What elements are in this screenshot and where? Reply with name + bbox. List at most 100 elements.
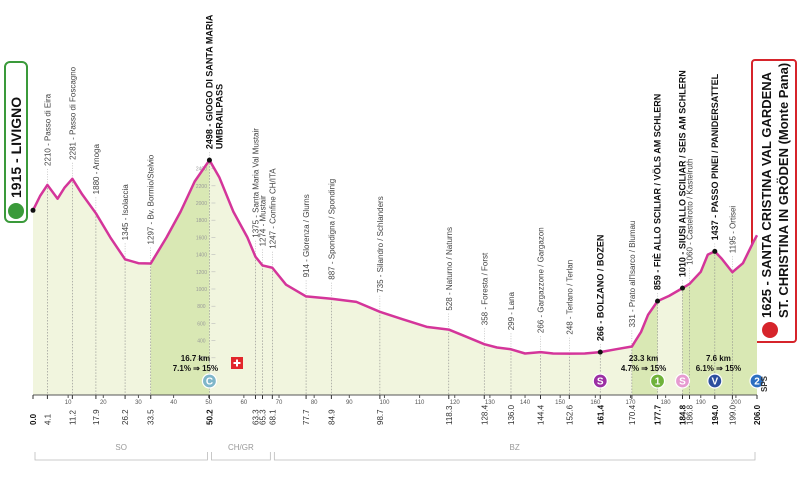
finish-label: 1625 - SANTA CRISTINA VAL GARDENA xyxy=(759,71,774,318)
climb-length: 16.7 km xyxy=(181,354,210,363)
start-dot xyxy=(30,207,36,213)
climb-length: 23.3 km xyxy=(629,354,658,363)
waypoint-label: 1060 - Castelrotto / Kastelruth xyxy=(686,159,695,265)
region-bracket xyxy=(273,452,756,461)
waypoint-label: 1297 - Bv. Bormio/Stelvio xyxy=(147,154,156,244)
waypoint-label: 1274 - Mustair xyxy=(259,195,268,246)
km-label: 184.8 xyxy=(678,404,687,425)
climb-gradient: 7.1% ⇒ 15% xyxy=(173,364,218,373)
km-label: 98.7 xyxy=(376,409,385,425)
x-tick-label: 190 xyxy=(696,400,707,406)
x-tick-label: 80 xyxy=(311,400,318,406)
waypoint-label: 735 - Silandro / Schlanders xyxy=(376,196,385,293)
waypoint-label: 248 - Terlano / Terlan xyxy=(565,260,574,335)
x-tick-label: 60 xyxy=(241,400,248,406)
y-tick-label: 1400 xyxy=(196,253,207,259)
finish-label-2: ST. CHRISTINA IN GRÖDEN (Monte Pana) xyxy=(776,63,791,318)
km-label: 4.1 xyxy=(43,413,52,425)
y-tick-label: 1600 xyxy=(196,235,207,241)
icon-letter: 2 xyxy=(754,377,760,388)
icon-circle xyxy=(201,373,218,389)
x-tick-label: 100 xyxy=(379,400,390,406)
x-tick-label: 20 xyxy=(100,400,107,406)
km-label: 33.5 xyxy=(147,409,156,425)
km-label: 68.1 xyxy=(268,409,277,425)
waypoint-label: 331 - Prato all'Isarco / Blumau xyxy=(628,221,637,328)
x-tick-label: 50 xyxy=(205,400,212,406)
icon-circle xyxy=(674,373,691,389)
finish-code: SPS xyxy=(760,375,769,392)
km-label: 0.0 xyxy=(29,413,38,425)
icon-circle xyxy=(707,373,723,389)
x-tick-label: 90 xyxy=(346,400,353,406)
start-frame xyxy=(4,61,28,223)
waypoint-label: 914 - Glorenza / Glurns xyxy=(302,194,311,277)
region-label: BZ xyxy=(510,443,520,452)
km-label: 186.8 xyxy=(686,404,695,425)
y-tick-label: 800 xyxy=(197,304,206,310)
x-tick-label: 160 xyxy=(590,400,601,406)
km-label: 161.4 xyxy=(596,404,605,425)
waypoint-label: 358 - Foresta / Forst xyxy=(480,252,489,325)
km-label: 206.0 xyxy=(753,404,762,425)
waypoint-dot xyxy=(206,157,212,163)
waypoint-label: 1010 - SIUSI ALLO SCILIAR / SEIS AM SCHL… xyxy=(677,70,687,277)
km-label: 177.7 xyxy=(654,404,663,425)
km-label: 11.2 xyxy=(68,409,77,425)
icon-letter: C xyxy=(206,377,213,388)
x-tick-label: 40 xyxy=(170,400,177,406)
y-tick-label: 2000 xyxy=(196,201,207,207)
icon-letter: S xyxy=(679,377,686,388)
y-tick-label: 200 xyxy=(197,356,206,362)
finish-frame xyxy=(751,59,797,343)
waypoint-dot xyxy=(679,285,685,291)
icon-letter: S xyxy=(597,377,604,388)
x-tick-label: 170 xyxy=(625,400,636,406)
x-tick-label: 150 xyxy=(555,400,566,406)
icon-circle xyxy=(649,373,666,389)
waypoint-label: 1880 - Arnoga xyxy=(92,144,101,195)
waypoint-label: 266 - Gargazzone / Gargazon xyxy=(537,227,546,333)
climb-gradient: 4.7% ⇒ 15% xyxy=(621,364,666,373)
km-label: 84.9 xyxy=(327,409,336,425)
x-tick-label: 180 xyxy=(661,400,672,406)
km-label: 152.6 xyxy=(565,404,574,425)
km-label: 128.4 xyxy=(480,404,489,425)
km-label: 26.2 xyxy=(121,409,130,425)
waypoint-label: 1195 - Ortisei xyxy=(728,206,737,254)
y-tick-label: 400 xyxy=(197,339,206,345)
icon-letter: V xyxy=(711,377,718,388)
waypoint-label: 2281 - Passo di Foscagno xyxy=(68,66,77,159)
start-icon xyxy=(8,203,24,219)
climb-length: 7.6 km xyxy=(706,354,731,363)
x-tick-label: 110 xyxy=(415,400,425,406)
km-label: 63.3 xyxy=(251,409,260,425)
y-tick-label: 600 xyxy=(197,321,206,327)
region-bracket xyxy=(34,452,208,461)
y-tick-label: 2200 xyxy=(196,184,207,190)
km-label: 77.7 xyxy=(302,409,311,425)
km-label: 199.0 xyxy=(728,404,737,425)
x-tick-label: 130 xyxy=(485,400,496,406)
y-tick-label: 1200 xyxy=(196,270,207,276)
waypoint-label: 2210 - Passo di Eira xyxy=(43,93,52,166)
waypoint-label: 1375 - Santa Maria Val Mustair xyxy=(251,128,260,238)
finish-box: 1625 - SANTA CRISTINA VAL GARDENA ST. CH… xyxy=(751,59,797,343)
region-bracket xyxy=(211,452,271,461)
x-tick-label: 140 xyxy=(520,400,531,406)
icon-circle xyxy=(749,373,765,389)
waypoint-dot xyxy=(597,349,603,355)
waypoint-label: 2498 - GIOGO DI SANTA MARIA xyxy=(204,14,214,149)
x-tick-label: 200 xyxy=(731,400,742,406)
waypoint-label: 266 - BOLZANO / BOZEN xyxy=(595,235,605,342)
km-label: 118.3 xyxy=(445,405,454,425)
x-tick-label: 70 xyxy=(276,400,283,406)
start-box: 1915 - LIVIGNO xyxy=(4,61,28,223)
swiss-cross xyxy=(233,359,241,367)
waypoint-dot xyxy=(712,248,718,254)
waypoint-label: 528 - Naturno / Naturns xyxy=(445,227,454,311)
waypoint-label: 1345 - Isolaccia xyxy=(121,184,130,241)
x-tick-label: 30 xyxy=(135,400,142,406)
